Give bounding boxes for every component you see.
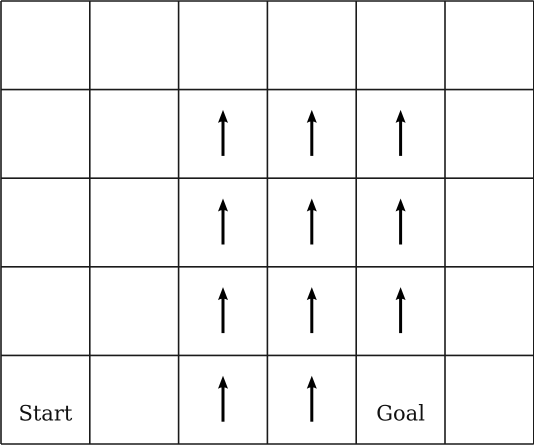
arrow-up-icon: [395, 287, 406, 334]
arrow-up-icon: [306, 375, 317, 422]
arrow-up-icon: [218, 198, 228, 245]
goal-label: Goal: [376, 402, 425, 426]
arrow-up-icon: [218, 287, 228, 334]
label-layer: Start Goal: [18, 402, 425, 426]
arrow-up-icon: [218, 109, 228, 156]
arrow-up-icon: [395, 109, 406, 156]
arrow-layer: [218, 109, 406, 422]
arrow-up-icon: [306, 109, 317, 156]
arrow-up-icon: [218, 375, 228, 422]
arrow-up-icon: [395, 198, 406, 245]
arrow-up-icon: [306, 198, 317, 245]
arrow-up-icon: [306, 287, 317, 334]
start-label: Start: [18, 402, 72, 426]
